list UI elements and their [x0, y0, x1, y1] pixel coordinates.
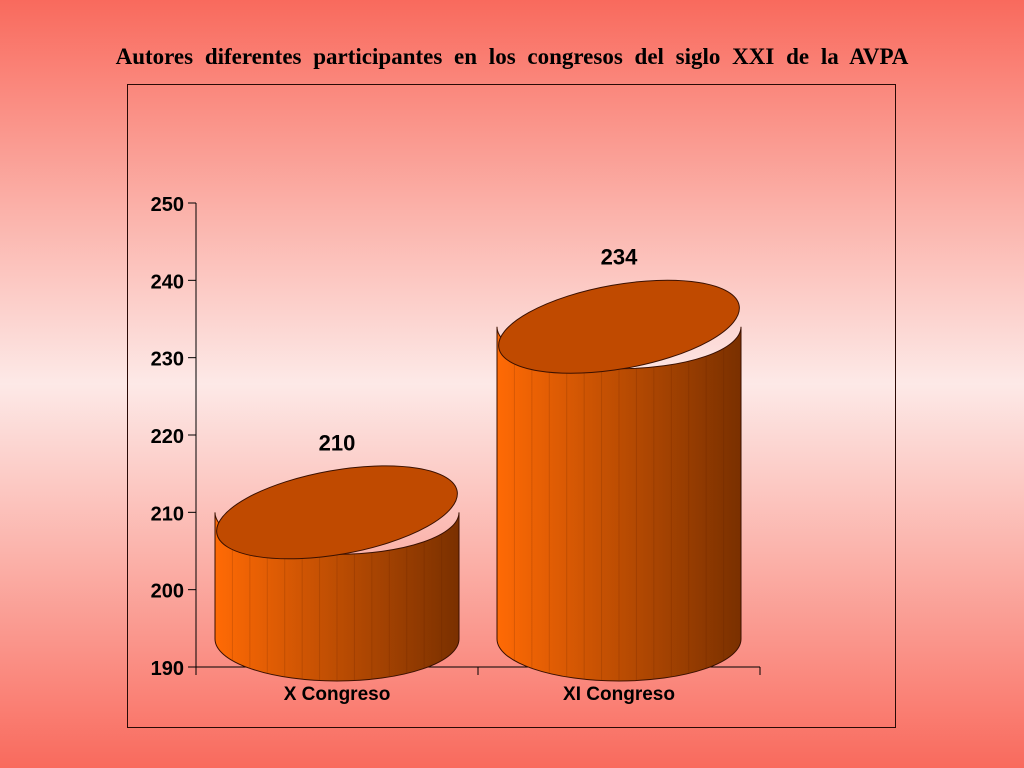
labels-layer: 210 X Congreso 234 XI Congreso [284, 245, 675, 705]
y-tick-label: 190 [151, 658, 184, 680]
y-tick-label: 250 [151, 194, 184, 216]
bars-layer [214, 279, 742, 682]
slide-title: Autores diferentes participantes en los … [115, 44, 909, 69]
y-tick-label: 200 [151, 581, 184, 603]
plot-area-frame [127, 84, 896, 728]
cylinder-bar-top [216, 465, 458, 560]
cylinder-bar-top [498, 279, 740, 374]
y-tick-label: 220 [151, 426, 184, 448]
y-tick-label: 230 [151, 349, 184, 371]
y-tick-label: 240 [151, 271, 184, 293]
data-label: 210 [319, 430, 356, 455]
x-category-label: XI Congreso [563, 684, 675, 705]
data-label: 234 [601, 245, 638, 270]
y-tick-label: 210 [151, 503, 184, 525]
x-category-label: X Congreso [284, 684, 391, 705]
